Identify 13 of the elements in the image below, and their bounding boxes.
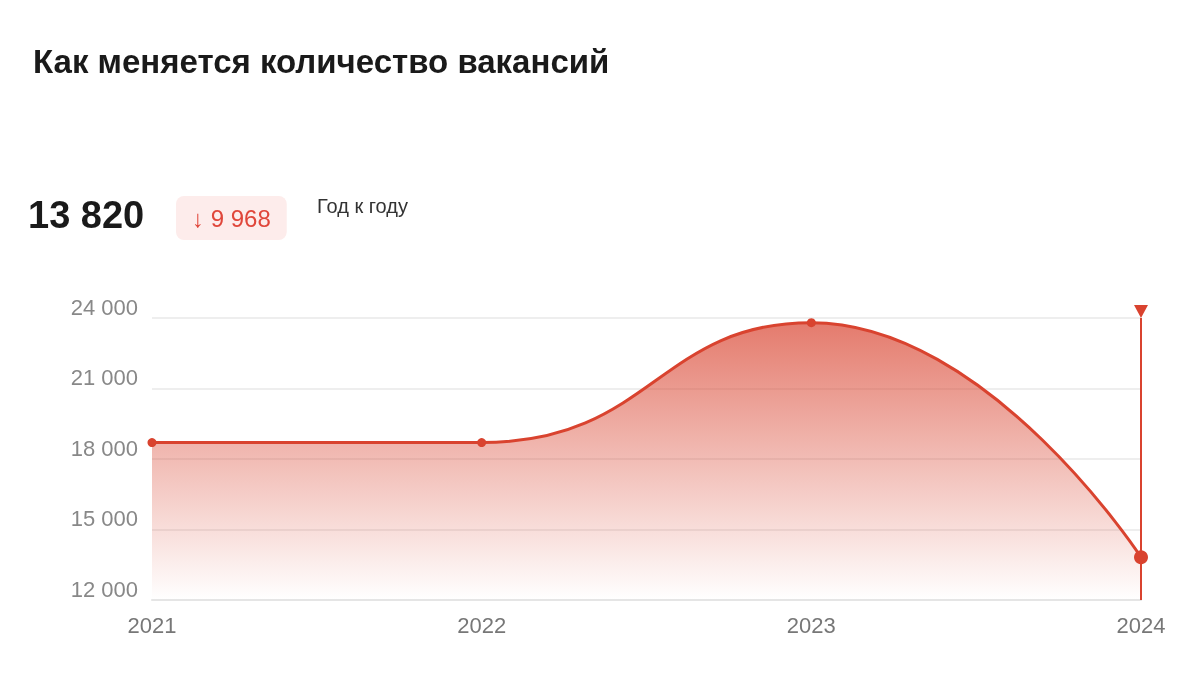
x-tick-label: 2021	[127, 612, 177, 638]
text: ↓ 9 968	[192, 204, 271, 232]
x-tick-label: 2022	[457, 612, 507, 638]
text: 13 820	[28, 194, 145, 236]
y-tick-label: 24 000	[70, 294, 138, 320]
y-tick-label: 15 000	[70, 506, 138, 531]
chart-title: Как меняется количество вакансий	[33, 43, 610, 80]
y-tick-label: 21 000	[70, 365, 138, 390]
text: Год к году	[317, 195, 408, 217]
x-tick-label: 2023	[786, 612, 836, 638]
y-tick-label: 18 000	[70, 435, 138, 461]
y-tick-label: 12 000	[70, 576, 138, 602]
x-tick-label: 2024	[1116, 612, 1166, 638]
